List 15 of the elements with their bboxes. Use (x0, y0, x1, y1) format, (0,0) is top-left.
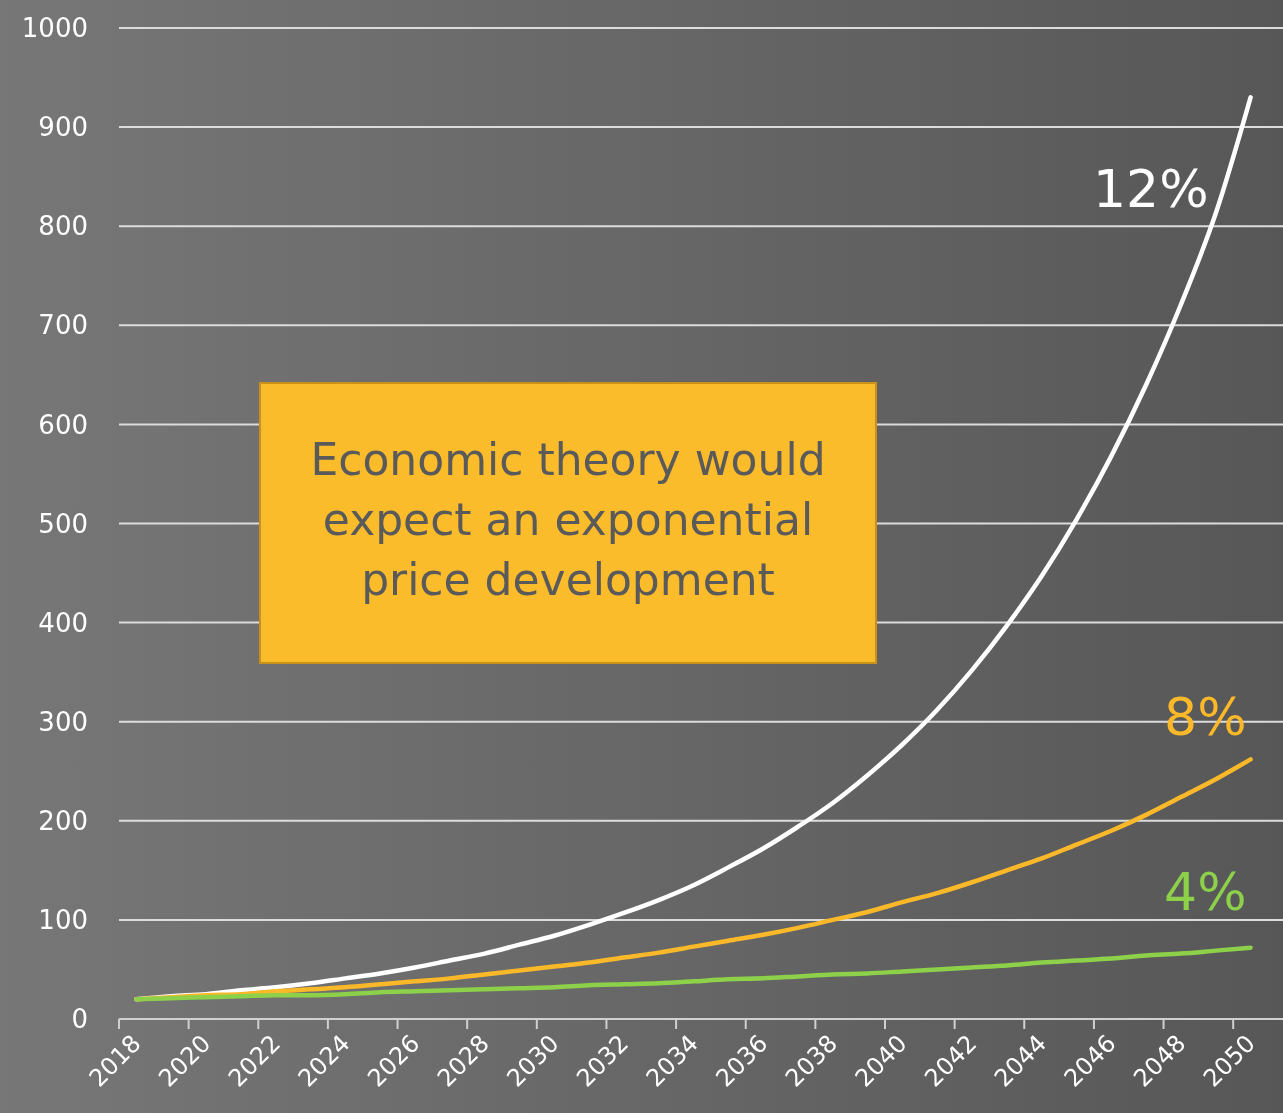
y-tick-label: 300 (38, 706, 88, 737)
y-tick-label: 900 (38, 112, 88, 143)
y-tick-label: 1000 (21, 13, 88, 44)
line-series (134, 945, 1253, 1002)
y-tick-label: 0 (71, 1004, 88, 1035)
y-tick-label: 800 (38, 211, 88, 242)
y-tick-label: 200 (38, 805, 88, 836)
y-tick-label: 700 (38, 310, 88, 341)
series-label: 4% (1164, 861, 1247, 922)
y-tick-label: 100 (38, 905, 88, 935)
y-tick-label: 600 (38, 409, 88, 440)
y-tick-label: 500 (38, 508, 88, 539)
annotation: Economic theory would expect an exponential price development (310, 434, 826, 605)
y-tick-label: 400 (38, 607, 88, 638)
series-label: 12% (1093, 159, 1209, 220)
